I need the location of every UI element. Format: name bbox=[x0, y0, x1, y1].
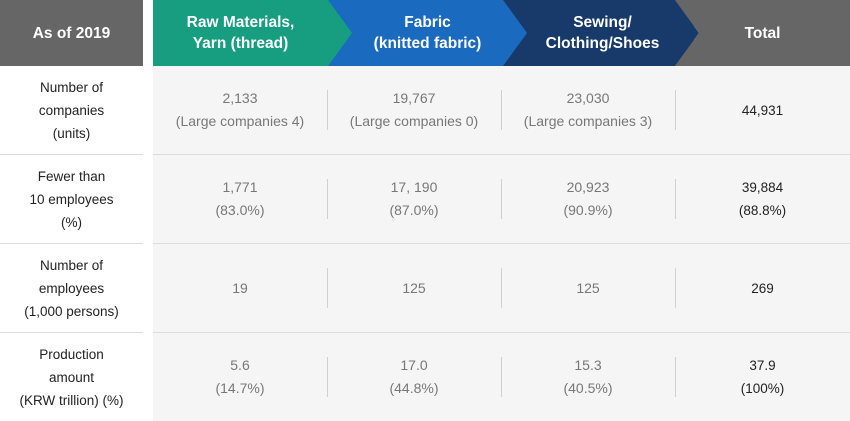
header-arrow-band bbox=[0, 0, 850, 66]
column-divider bbox=[501, 357, 502, 397]
cell-production-raw: 5.6 (14.7%) bbox=[215, 357, 265, 396]
cell-small-firms-fabric: 17, 190 (87.0%) bbox=[389, 179, 439, 218]
cell-production-total: 37.9 (100%) bbox=[740, 358, 785, 396]
cell-employees-total: 269 bbox=[751, 280, 774, 296]
as-of-label: As of 2019 bbox=[32, 24, 111, 42]
row-labels: Number of companies (units) Fewer than 1… bbox=[0, 66, 143, 421]
table-header: As of 2019 Raw Materials, Yarn (thread) … bbox=[0, 0, 850, 66]
cell-companies-raw: 2,133 (Large companies 4) bbox=[175, 90, 305, 129]
row-divider bbox=[153, 154, 850, 155]
header-total: Total bbox=[744, 24, 781, 42]
header-fabric: Fabric (knitted fabric) bbox=[373, 14, 482, 52]
sewing-header-bg bbox=[503, 0, 699, 66]
row-label-production: Production amount (KRW trillion) (%) bbox=[19, 346, 124, 408]
row-label-small-firms: Fewer than 10 employees (%) bbox=[29, 168, 114, 230]
column-divider bbox=[327, 179, 328, 219]
column-divider bbox=[675, 357, 676, 397]
row-label-divider bbox=[0, 243, 143, 244]
cell-companies-sewing: 23,030 (Large companies 3) bbox=[523, 90, 653, 129]
cell-production-sewing: 15.3 (40.5%) bbox=[563, 357, 613, 396]
header-raw-materials: Raw Materials, Yarn (thread) bbox=[186, 14, 295, 52]
cell-small-firms-total: 39,884 (88.8%) bbox=[738, 180, 787, 218]
cell-companies-fabric: 19,767 (Large companies 0) bbox=[349, 90, 479, 129]
column-divider bbox=[327, 90, 328, 130]
cell-small-firms-raw: 1,771 (83.0%) bbox=[215, 179, 265, 218]
row-label-employees: Number of employees (1,000 persons) bbox=[24, 257, 119, 319]
column-divider bbox=[327, 268, 328, 308]
header-sewing: Sewing/ Clothing/Shoes bbox=[545, 14, 660, 52]
cell-employees-sewing: 125 bbox=[576, 279, 600, 296]
cell-employees-fabric: 125 bbox=[402, 279, 426, 296]
row-divider bbox=[153, 332, 850, 333]
column-divider bbox=[675, 179, 676, 219]
cell-production-fabric: 17.0 (44.8%) bbox=[389, 357, 439, 396]
column-divider bbox=[327, 357, 328, 397]
total-header-shape bbox=[675, 0, 850, 66]
cell-companies-total: 44,931 bbox=[741, 102, 784, 118]
cell-employees-raw: 19 bbox=[232, 279, 248, 296]
column-divider bbox=[501, 90, 502, 130]
row-divider bbox=[153, 243, 850, 244]
column-divider bbox=[501, 179, 502, 219]
cell-small-firms-sewing: 20,923 (90.9%) bbox=[563, 179, 613, 218]
fabric-header-bg bbox=[328, 0, 527, 66]
table-body: 2,133 (Large companies 4) 19,767 (Large … bbox=[153, 66, 850, 421]
raw-materials-header-bg bbox=[153, 0, 352, 66]
column-divider bbox=[675, 268, 676, 308]
row-label-companies: Number of companies (units) bbox=[38, 79, 105, 141]
column-divider bbox=[675, 90, 676, 130]
row-label-divider bbox=[0, 154, 143, 155]
column-divider bbox=[501, 268, 502, 308]
row-label-divider bbox=[0, 332, 143, 333]
as-of-header-bg bbox=[0, 0, 143, 66]
